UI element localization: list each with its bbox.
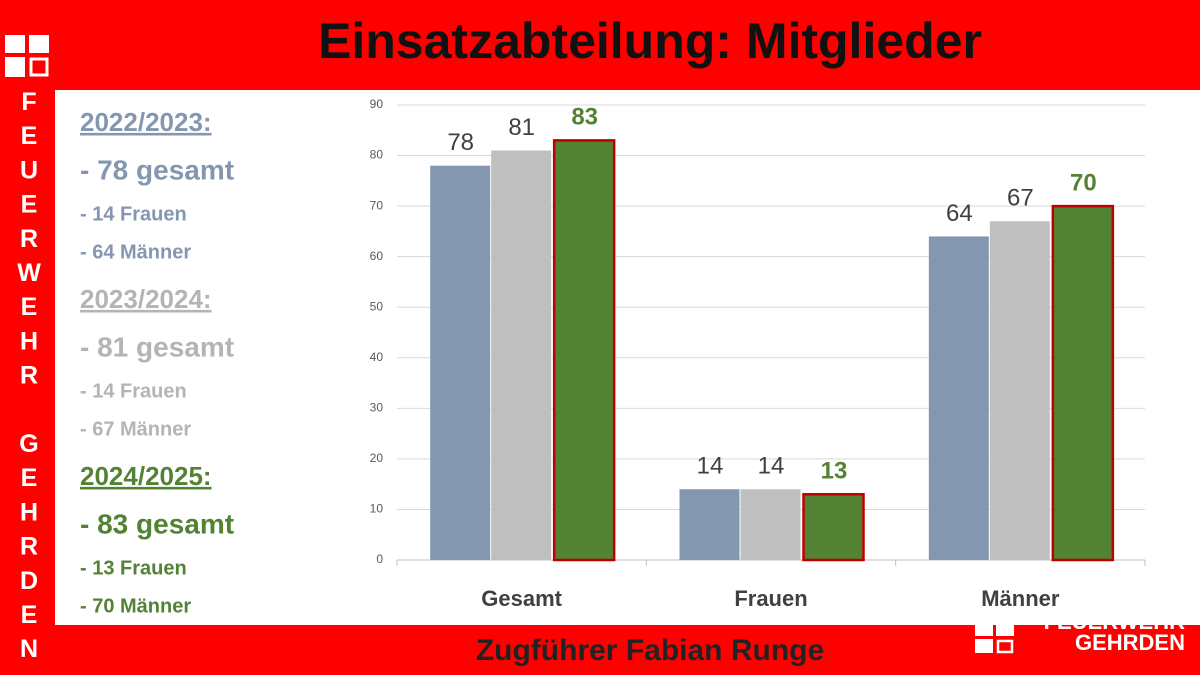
side-text: FEUERWEHR GEHRDEN bbox=[15, 88, 43, 670]
summary-heading: 2022/2023: bbox=[80, 107, 212, 137]
logo-top bbox=[5, 35, 49, 77]
summary-line: - 81 gesamt bbox=[80, 331, 234, 362]
summary-line: - 83 gesamt bbox=[80, 508, 234, 539]
data-label: 64 bbox=[946, 200, 973, 227]
y-tick-label: 80 bbox=[370, 148, 384, 162]
data-label: 14 bbox=[758, 453, 785, 480]
x-tick-label: Gesamt bbox=[481, 586, 562, 611]
y-tick-label: 60 bbox=[370, 249, 384, 263]
y-tick-label: 50 bbox=[370, 299, 384, 313]
summary-heading: 2023/2024: bbox=[80, 284, 212, 314]
bar bbox=[740, 489, 801, 560]
summary-line: - 14 Frauen bbox=[80, 380, 187, 402]
data-label: 13 bbox=[821, 458, 848, 485]
summary-line: - 67 Männer bbox=[80, 418, 191, 440]
bar bbox=[1051, 204, 1115, 562]
logo-text: FEUERWEHR bbox=[1044, 609, 1185, 634]
bar bbox=[802, 493, 865, 562]
summary-line: - 78 gesamt bbox=[80, 154, 234, 185]
y-tick-label: 90 bbox=[370, 97, 384, 111]
data-label: 83 bbox=[571, 104, 598, 131]
summary-heading: 2024/2025: bbox=[80, 461, 212, 491]
bar bbox=[491, 150, 552, 560]
bar bbox=[552, 139, 616, 562]
y-tick-label: 40 bbox=[370, 350, 384, 364]
summary-line: - 70 Männer bbox=[80, 595, 191, 617]
data-label: 67 bbox=[1007, 185, 1034, 212]
bar bbox=[679, 489, 740, 560]
x-tick-label: Frauen bbox=[734, 586, 807, 611]
data-label: 81 bbox=[508, 114, 535, 141]
x-tick-label: Männer bbox=[981, 586, 1060, 611]
slide-title: Einsatzabteilung: Mitglieder bbox=[318, 13, 982, 69]
bar bbox=[430, 165, 491, 560]
footer-text: Zugführer Fabian Runge bbox=[476, 634, 824, 667]
summary-line: - 13 Frauen bbox=[80, 557, 187, 579]
y-tick-label: 20 bbox=[370, 451, 384, 465]
data-label: 78 bbox=[447, 129, 474, 156]
y-tick-label: 70 bbox=[370, 198, 384, 212]
bar bbox=[989, 221, 1050, 560]
y-tick-label: 30 bbox=[370, 401, 384, 415]
summary-line: - 14 Frauen bbox=[80, 203, 187, 225]
logo-bottom bbox=[975, 622, 1014, 654]
y-tick-label: 0 bbox=[376, 552, 383, 566]
y-tick-label: 10 bbox=[370, 502, 384, 516]
logo-text: GEHRDEN bbox=[1075, 630, 1185, 655]
summary-line: - 64 Männer bbox=[80, 241, 191, 263]
bar bbox=[928, 236, 989, 560]
data-label: 70 bbox=[1070, 169, 1097, 196]
data-label: 14 bbox=[697, 453, 724, 480]
